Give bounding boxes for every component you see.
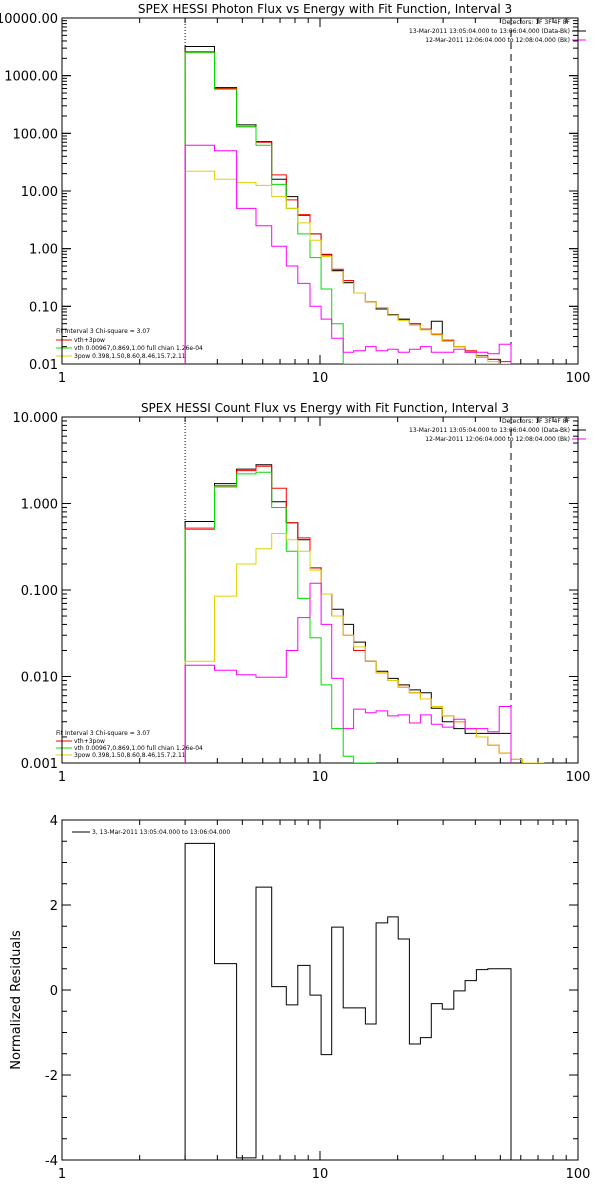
y-tick-label: 0.10	[29, 300, 58, 315]
plot-frame	[61, 17, 579, 365]
y-tick-label: 2	[50, 899, 58, 914]
y-tick-label: 100.00	[13, 127, 59, 142]
series-line-3	[184, 533, 545, 763]
x-tick-label: 10	[312, 1167, 329, 1182]
legend-fit-interval: Fit Interval 3 Chi-square = 3.07	[56, 730, 150, 737]
y-tick-label: -2	[45, 1069, 58, 1084]
x-tick-label: 10	[312, 770, 329, 785]
chart-title: SPEX HESSI Photon Flux vs Energy with Fi…	[138, 2, 512, 16]
y-tick-label: 4	[50, 814, 58, 829]
legend-data-interval: 13-Mar-2011 13:05:04.000 to 13:06:04.000…	[409, 427, 570, 434]
photon-flux-chart: SPEX HESSI Photon Flux vs Energy with Fi…	[0, 2, 590, 386]
x-tick-label: 100	[566, 1167, 591, 1182]
y-tick-label: 0.01	[29, 358, 58, 373]
x-tick-label: 1	[58, 371, 66, 386]
legend-model: vth+3pow	[74, 337, 105, 344]
y-tick-label: 1.000	[21, 498, 58, 513]
series-line-4	[184, 144, 512, 364]
series-line-2	[184, 471, 377, 763]
chart-title: SPEX HESSI Count Flux vs Energy with Fit…	[141, 401, 509, 415]
legend-3pow: 3pow 0.398,1.50,8.60,8.46,15.7,2.11	[74, 752, 186, 759]
legend-detectors: Detectors: 1F 3F 4F 8F	[502, 418, 571, 425]
series-line-0	[184, 464, 512, 763]
y-tick-label: 0.100	[21, 584, 58, 599]
y-tick-label: 0	[50, 984, 58, 999]
y-tick-label: 1.00	[29, 243, 58, 258]
series-line-4	[184, 582, 512, 763]
legend-3pow: 3pow 0.398,1.50,8.60,8.46,15.7,2.11	[74, 353, 186, 360]
x-tick-label: 1	[58, 770, 66, 785]
x-tick-label: 1	[58, 1167, 66, 1182]
y-axis-label: Normalized Residuals	[9, 930, 24, 1070]
y-tick-label: 10000.00	[0, 12, 58, 27]
y-tick-label: -4	[45, 1154, 58, 1169]
series-line-1	[184, 51, 512, 364]
legend-fit-interval: Fit Interval 3 Chi-square = 3.07	[56, 328, 150, 335]
legend-vth: vth 0.00967,0.869,1.00 full chian 1.26e-…	[74, 745, 203, 752]
legend-vth: vth 0.00967,0.869,1.00 full chian 1.26e-…	[74, 345, 203, 352]
x-tick-label: 10	[312, 371, 329, 386]
series-line-0	[184, 842, 512, 1160]
series-line-3	[184, 170, 511, 364]
y-tick-label: 1000.00	[4, 70, 58, 85]
legend-background-interval: 12-Mar-2011 12:06:04.000 to 12:08:04.000…	[425, 436, 570, 443]
x-tick-label: 100	[566, 371, 591, 386]
legend-detectors: Detectors: 1F 3F 4F 8F	[502, 19, 571, 26]
residuals-chart: 3, 13-Mar-2011 13:05:04.000 to 13:06:04.…	[9, 814, 590, 1182]
legend-background-interval: 12-Mar-2011 12:06:04.000 to 12:08:04.000…	[425, 37, 570, 44]
series-line-1	[184, 465, 545, 763]
y-tick-label: 0.001	[21, 757, 58, 772]
legend-interval: 3, 13-Mar-2011 13:05:04.000 to 13:06:04.…	[92, 829, 230, 836]
count-flux-chart: SPEX HESSI Count Flux vs Energy with Fit…	[13, 401, 591, 785]
y-tick-label: 10.000	[13, 411, 59, 426]
legend-model: vth+3pow	[74, 738, 105, 745]
y-tick-label: 10.00	[21, 185, 58, 200]
series-line-0	[184, 46, 511, 364]
series-line-2	[184, 52, 511, 364]
legend-data-interval: 13-Mar-2011 13:05:04.000 to 13:06:04.000…	[409, 28, 570, 35]
plot-frame	[61, 416, 579, 764]
plot-frame	[61, 819, 579, 1161]
x-tick-label: 100	[566, 770, 591, 785]
y-tick-label: 0.010	[21, 671, 58, 686]
